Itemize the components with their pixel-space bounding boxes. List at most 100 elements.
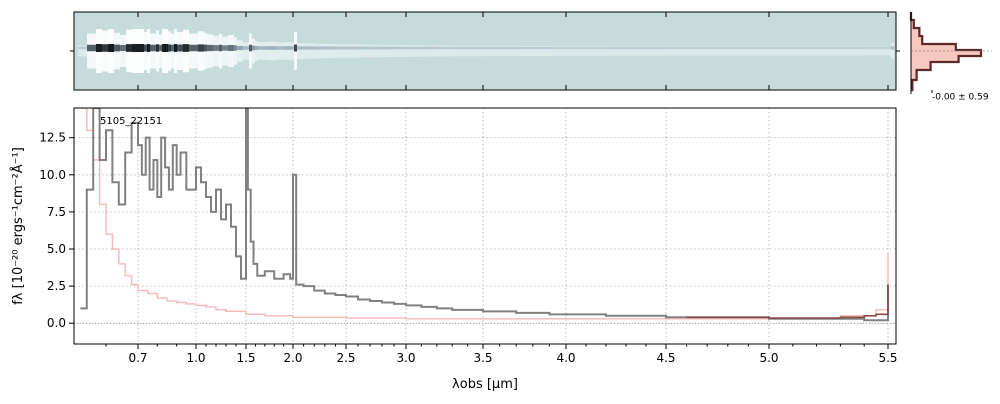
spectrum-2d-halo: [462, 45, 465, 57]
spectrum-2d-core: [327, 46, 330, 50]
spectrum-2d-core: [702, 46, 705, 50]
spectrum-2d-core: [804, 46, 807, 50]
spectrum-2d-core: [294, 44, 297, 52]
y-tick-label: 2.5: [47, 279, 66, 293]
spectrum-2d-core: [303, 46, 306, 50]
spectrum-2d-halo: [480, 45, 483, 57]
spectrum-2d-core: [615, 46, 618, 50]
spectrum-2d-core: [411, 46, 414, 50]
spectrum-2d-halo: [324, 43, 327, 59]
spectrum-2d-core: [462, 46, 465, 50]
spectrum-2d-halo: [726, 46, 729, 56]
spectrum-2d-halo: [840, 46, 843, 56]
spectrum-2d-core: [579, 46, 582, 50]
spectrum-2d-core: [609, 46, 612, 50]
spectrum-2d-core: [534, 46, 537, 50]
spectrum-2d-halo: [78, 45, 81, 57]
spectrum-2d-halo: [756, 46, 759, 56]
spectrum-2d-core: [648, 46, 651, 50]
spectrum-2d-core: [132, 44, 135, 52]
spectrum-2d-halo: [255, 41, 258, 61]
spectrum-2d-core: [180, 44, 183, 52]
spectrum-2d-core: [183, 44, 186, 52]
spectrum-2d-halo: [309, 43, 312, 59]
spectrum-2d-core: [756, 46, 759, 50]
spectrum-2d-core: [879, 46, 882, 50]
spectrum-2d-core: [231, 45, 234, 51]
spectrum-2d-core: [855, 46, 858, 50]
spectrum-2d-halo: [843, 46, 846, 56]
spectrum-2d-halo: [312, 43, 315, 59]
spectrum-2d-halo: [867, 46, 870, 56]
spectrum-2d-core: [606, 46, 609, 50]
spectrum-2d-halo: [675, 46, 678, 56]
spectrum-2d-core: [204, 44, 207, 52]
spectrum-2d-core: [264, 46, 267, 50]
spectrum-2d-core: [837, 46, 840, 50]
object-label: 5105_22151: [100, 116, 162, 127]
spectrum-2d-halo: [453, 45, 456, 57]
spectrum-2d-core: [651, 46, 654, 50]
spectrum-2d-halo: [330, 44, 333, 58]
spectrum-2d-core: [696, 46, 699, 50]
spectrum-2d-halo: [378, 44, 381, 58]
spectrum-2d-halo: [831, 46, 834, 56]
flux-spectrum: [80, 108, 889, 322]
spectrum-2d-halo: [630, 46, 633, 56]
spectrum-2d-halo: [711, 46, 714, 56]
spectrum-2d-halo: [495, 45, 498, 57]
x-tick-label: 4.5: [656, 351, 675, 365]
spectrum-2d-core: [594, 46, 597, 50]
profile-fill: [911, 12, 981, 90]
spectrum-2d-halo: [471, 45, 474, 57]
spectrum-2d-core: [447, 46, 450, 50]
spectrum-2d-core: [504, 46, 507, 50]
spectrum-2d-core: [762, 46, 765, 50]
spectrum-2d-core: [258, 46, 261, 50]
x-axis-ticks: 0.7 1.0 1.5 2.0 2.5 3.0 3.5 4.0 4.5 5.0 5.5: [105, 344, 898, 365]
spectrum-2d-halo: [468, 45, 471, 57]
spectrum-2d-core: [849, 46, 852, 50]
spectrum-2d-halo: [759, 46, 762, 56]
spectrum-2d-halo: [450, 45, 453, 57]
spectrum-2d-core: [570, 46, 573, 50]
spectrum-2d-core: [222, 45, 225, 51]
spectrum-2d-halo: [804, 46, 807, 56]
spectrum-2d-halo: [360, 44, 363, 58]
spectrum-2d-core: [705, 46, 708, 50]
spectrum-2d-halo: [558, 46, 561, 56]
spectrum-2d-halo: [642, 46, 645, 56]
spectrum-2d-core: [177, 44, 180, 52]
spectrum-2d-halo: [660, 46, 663, 56]
spectrum-2d-halo: [627, 46, 630, 56]
spectrum-2d-core: [642, 46, 645, 50]
spectrum-2d-core: [603, 46, 606, 50]
spectrum-2d-halo: [282, 42, 285, 60]
spectrum-2d-halo: [372, 44, 375, 58]
spectrum-2d-halo: [657, 46, 660, 56]
spectrum-2d-halo: [738, 46, 741, 56]
spectrum-2d-halo: [225, 36, 228, 66]
spectrum-2d-halo: [387, 44, 390, 58]
spectrum-2d-core: [531, 46, 534, 50]
spectrum-2d-core: [453, 46, 456, 50]
spectrum-2d-halo: [303, 43, 306, 59]
spectrum-2d-core: [330, 46, 333, 50]
spectrum-2d-core: [765, 46, 768, 50]
spectrum-2d-halo: [891, 43, 894, 59]
spectrum-2d-core: [810, 46, 813, 50]
spectrum-2d-halo: [423, 45, 426, 57]
spectrum-2d-core: [513, 46, 516, 50]
spectrum-2d-halo: [348, 44, 351, 58]
spectrum-2d-halo: [528, 45, 531, 57]
spectrum-2d-halo: [876, 46, 879, 56]
spectrum-2d-halo: [435, 45, 438, 57]
spectrum-2d-core: [477, 46, 480, 50]
spectrum-2d-core: [825, 46, 828, 50]
spectrum-2d-halo: [246, 42, 249, 60]
spectrum-2d-halo: [690, 46, 693, 56]
spectrum-2d-halo: [615, 46, 618, 56]
spectrum-2d-core: [414, 46, 417, 50]
spectrum-2d-core: [495, 46, 498, 50]
spectrum-2d-halo: [399, 45, 402, 57]
